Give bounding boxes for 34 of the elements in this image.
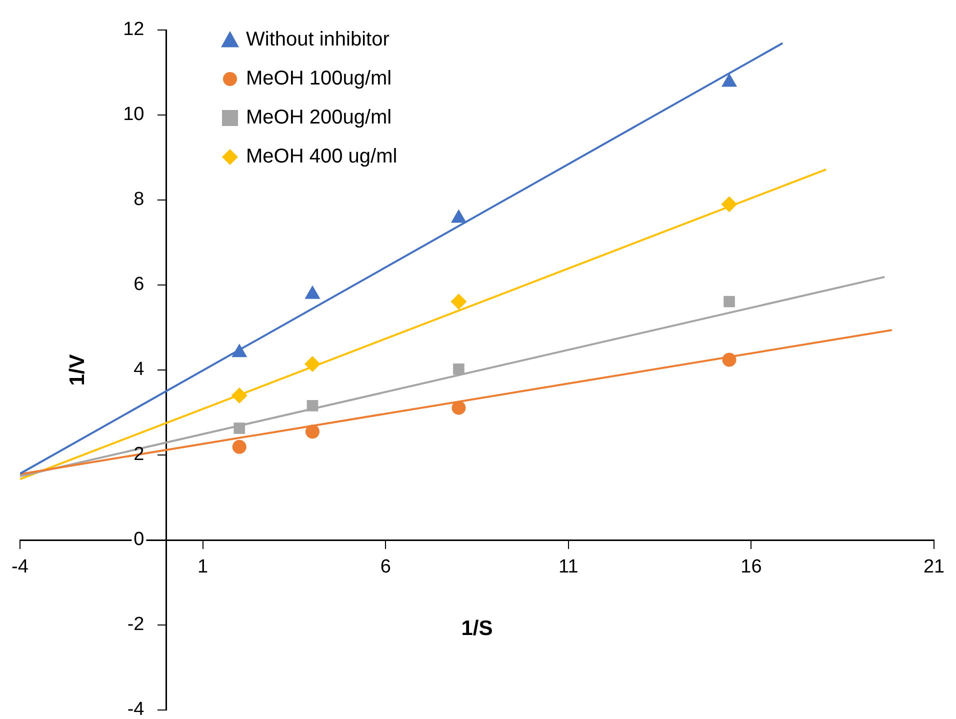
legend-label: MeOH 100ug/ml xyxy=(246,68,392,90)
y-tick-label: 6 xyxy=(134,274,144,296)
y-tick-label: -2 xyxy=(127,614,144,636)
y-axis-title: 1/V xyxy=(66,354,90,386)
x-axis-title: 1/S xyxy=(461,617,493,640)
point xyxy=(304,356,320,372)
point xyxy=(232,440,246,454)
x-tick-label: 21 xyxy=(923,556,945,578)
legend-label: MeOH 400 ug/ml xyxy=(246,146,398,168)
point xyxy=(231,388,248,404)
y-tick-label: -4 xyxy=(127,699,145,719)
point xyxy=(450,209,467,223)
y-tick-label: 10 xyxy=(123,104,144,126)
point xyxy=(234,422,246,434)
y-tick-label: 4 xyxy=(134,359,145,380)
point xyxy=(450,294,467,310)
point xyxy=(453,363,464,375)
legend-label: Without inhibitor xyxy=(246,28,390,51)
legend-label: MeOH 200ug/ml xyxy=(246,106,392,129)
x-tick-label: 16 xyxy=(740,556,762,578)
point xyxy=(722,352,736,367)
x-tick-label: 6 xyxy=(380,556,391,578)
point xyxy=(306,400,318,412)
y-tick-label: 12 xyxy=(123,19,144,40)
y-tick-label: 8 xyxy=(134,189,144,210)
point xyxy=(721,196,738,212)
point xyxy=(721,73,738,87)
point xyxy=(724,296,735,308)
point xyxy=(452,400,466,415)
x-tick-label: 11 xyxy=(558,556,578,578)
x-tick-label: -4 xyxy=(12,556,29,578)
y-tick-label: 0 xyxy=(134,529,144,550)
x-tick-label: 1 xyxy=(198,556,208,578)
point xyxy=(305,424,320,439)
